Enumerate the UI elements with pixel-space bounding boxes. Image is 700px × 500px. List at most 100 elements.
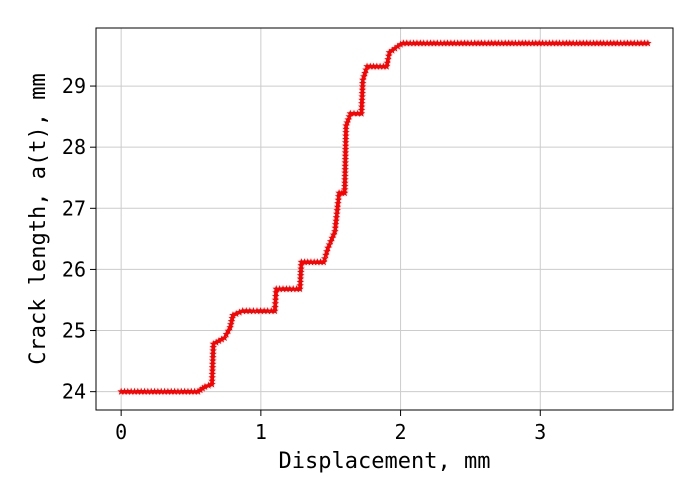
data-point (344, 115, 352, 123)
data-point (362, 65, 370, 74)
data-point (511, 39, 520, 47)
data-point (413, 39, 421, 47)
data-point (127, 387, 135, 395)
data-point (423, 39, 431, 47)
data-point (357, 106, 366, 114)
data-point (204, 381, 213, 389)
data-point (147, 387, 156, 395)
data-point (297, 264, 305, 273)
data-point (316, 258, 325, 266)
data-point (267, 306, 276, 315)
data-point (342, 128, 350, 136)
data-point (366, 62, 375, 70)
data-point (253, 306, 261, 315)
data-point (484, 39, 493, 47)
data-point (324, 244, 332, 252)
data-point (196, 386, 205, 394)
data-point (331, 224, 340, 232)
data-point (238, 306, 247, 315)
data-point (272, 288, 280, 296)
data-point (572, 39, 581, 47)
y-tick-label: 25 (62, 319, 86, 343)
data-point (357, 109, 366, 117)
data-point (620, 39, 628, 47)
data-point (180, 387, 189, 395)
data-point (319, 258, 328, 266)
data-point (358, 86, 367, 94)
data-point (373, 62, 381, 70)
data-point (322, 251, 330, 259)
data-point (124, 387, 132, 395)
data-point (208, 360, 217, 368)
data-point (333, 210, 341, 218)
data-point (342, 125, 350, 133)
data-point (228, 314, 237, 322)
data-point (358, 96, 366, 104)
data-point (333, 203, 342, 211)
data-point (320, 254, 329, 262)
data-point (358, 99, 366, 107)
data-point (212, 338, 220, 346)
data-point (379, 62, 388, 70)
data-point (548, 39, 557, 47)
data-point (542, 39, 550, 47)
data-point (289, 284, 297, 293)
data-point (224, 326, 233, 335)
data-point (170, 387, 179, 395)
data-point (325, 240, 334, 248)
data-point (208, 366, 217, 375)
data-point (467, 39, 476, 47)
data-point (569, 39, 577, 47)
data-point (194, 387, 202, 395)
data-point (307, 258, 315, 266)
data-point (382, 62, 391, 70)
data-point (340, 185, 349, 193)
data-point (296, 274, 305, 283)
data-point (342, 121, 350, 130)
data-point (154, 387, 162, 395)
data-point (140, 387, 149, 395)
data-point (313, 258, 322, 266)
data-point (215, 336, 223, 345)
data-point (599, 39, 608, 47)
data-point (545, 39, 554, 47)
data-point (144, 387, 152, 395)
data-point (229, 311, 237, 319)
data-point (416, 39, 425, 47)
data-point (623, 39, 632, 47)
data-point (297, 261, 305, 269)
data-point (613, 39, 622, 47)
data-point (297, 268, 305, 276)
y-tick-label: 27 (62, 196, 86, 220)
data-point (303, 258, 312, 266)
data-point (582, 39, 591, 47)
data-point (443, 39, 452, 47)
data-point (333, 206, 341, 214)
data-point (338, 189, 346, 197)
data-point (457, 39, 465, 47)
data-point (275, 284, 284, 293)
data-point (341, 165, 349, 173)
data-point (341, 175, 349, 183)
data-point (531, 39, 540, 47)
data-point (528, 39, 537, 47)
data-point (393, 42, 402, 50)
data-point (633, 39, 642, 47)
data-point (616, 39, 625, 47)
data-point (440, 39, 448, 47)
data-point (341, 178, 349, 187)
data-point (552, 39, 560, 47)
data-point (593, 39, 601, 47)
data-point (358, 89, 367, 97)
x-tick-label: 2 (395, 420, 407, 444)
data-point (285, 284, 294, 293)
data-point (331, 220, 340, 228)
data-point (596, 39, 605, 47)
data-point (271, 303, 279, 311)
data-point (610, 39, 618, 47)
data-point (579, 39, 588, 47)
data-point (341, 182, 349, 190)
data-point (331, 227, 339, 235)
data-point (208, 373, 216, 381)
